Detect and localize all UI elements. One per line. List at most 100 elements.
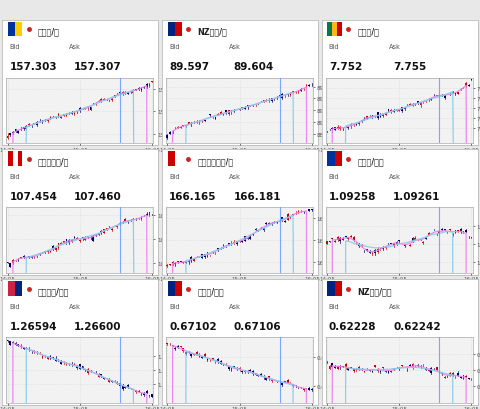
Bar xyxy=(92,236,94,241)
Bar xyxy=(36,352,38,353)
Text: 1.09261: 1.09261 xyxy=(393,192,441,202)
Text: 107.460: 107.460 xyxy=(74,192,121,202)
Bar xyxy=(177,128,179,129)
Bar xyxy=(271,223,273,224)
Bar xyxy=(100,231,102,234)
Bar xyxy=(414,104,416,106)
Text: Bid: Bid xyxy=(169,303,180,309)
Bar xyxy=(337,238,338,240)
Bar xyxy=(55,118,57,119)
Bar xyxy=(436,367,438,370)
Bar xyxy=(257,375,259,376)
Bar xyxy=(385,113,387,116)
Bar xyxy=(132,389,134,390)
Bar xyxy=(76,238,78,240)
Text: Bid: Bid xyxy=(329,44,339,50)
Bar xyxy=(452,92,454,94)
Text: 0.62228: 0.62228 xyxy=(329,321,376,331)
Bar xyxy=(287,215,288,220)
Bar xyxy=(356,123,357,126)
Bar xyxy=(236,242,238,244)
Bar xyxy=(289,382,291,383)
Bar xyxy=(76,366,78,368)
Bar xyxy=(420,366,421,368)
Bar xyxy=(369,252,371,253)
Bar xyxy=(348,128,349,129)
Bar xyxy=(438,231,440,233)
Text: 89.604: 89.604 xyxy=(234,62,274,72)
Bar xyxy=(174,263,176,265)
Bar xyxy=(230,111,232,113)
FancyBboxPatch shape xyxy=(327,152,335,167)
Text: Ask: Ask xyxy=(389,303,400,309)
Text: Ask: Ask xyxy=(229,173,241,180)
Bar xyxy=(124,386,126,388)
Bar xyxy=(292,385,294,387)
Bar xyxy=(106,229,108,230)
Bar xyxy=(90,108,91,111)
Bar xyxy=(311,209,312,211)
Bar xyxy=(444,96,445,99)
Bar xyxy=(182,348,184,352)
Bar xyxy=(87,237,89,238)
Bar xyxy=(114,226,116,227)
Bar xyxy=(350,124,352,127)
Bar xyxy=(468,378,469,379)
Bar xyxy=(263,376,264,377)
Bar xyxy=(47,252,48,253)
Bar xyxy=(52,357,54,358)
Text: Ask: Ask xyxy=(69,44,81,50)
Bar xyxy=(225,111,227,114)
Bar xyxy=(326,242,328,244)
Bar xyxy=(185,352,187,354)
Bar xyxy=(300,211,302,212)
Text: 157.307: 157.307 xyxy=(74,62,121,72)
Bar xyxy=(356,369,357,371)
Bar xyxy=(167,343,168,344)
Bar xyxy=(28,349,30,350)
Bar xyxy=(191,354,192,356)
Bar xyxy=(331,363,333,367)
Bar xyxy=(279,381,280,382)
Bar xyxy=(124,219,126,222)
Bar xyxy=(180,346,181,347)
Bar xyxy=(281,383,283,384)
Bar xyxy=(146,85,148,88)
Bar xyxy=(95,103,97,105)
Bar xyxy=(130,92,132,93)
Text: 7.752: 7.752 xyxy=(329,62,362,72)
Bar xyxy=(141,88,142,91)
Bar xyxy=(284,221,286,222)
Bar xyxy=(366,117,368,119)
Bar xyxy=(342,366,344,367)
Bar xyxy=(66,115,67,117)
FancyBboxPatch shape xyxy=(168,152,175,167)
Bar xyxy=(103,99,105,101)
Bar xyxy=(25,257,27,258)
Bar xyxy=(111,381,113,382)
Bar xyxy=(143,393,145,395)
Bar xyxy=(20,128,22,129)
FancyBboxPatch shape xyxy=(168,22,175,37)
Bar xyxy=(274,222,275,224)
Bar xyxy=(58,115,60,118)
Bar xyxy=(300,90,302,92)
Bar xyxy=(284,381,286,382)
Bar xyxy=(98,102,99,103)
Bar xyxy=(12,342,14,343)
Bar xyxy=(7,136,9,139)
Bar xyxy=(414,238,416,240)
Bar xyxy=(425,369,427,370)
Bar xyxy=(146,391,148,393)
Bar xyxy=(135,219,137,220)
Bar xyxy=(446,232,448,233)
Bar xyxy=(431,369,432,373)
Bar xyxy=(463,375,464,379)
Bar xyxy=(361,369,362,370)
Bar xyxy=(63,115,65,117)
FancyBboxPatch shape xyxy=(335,281,342,297)
Bar xyxy=(295,213,297,214)
Bar xyxy=(460,377,462,378)
Bar xyxy=(17,344,19,346)
Bar xyxy=(377,249,379,252)
